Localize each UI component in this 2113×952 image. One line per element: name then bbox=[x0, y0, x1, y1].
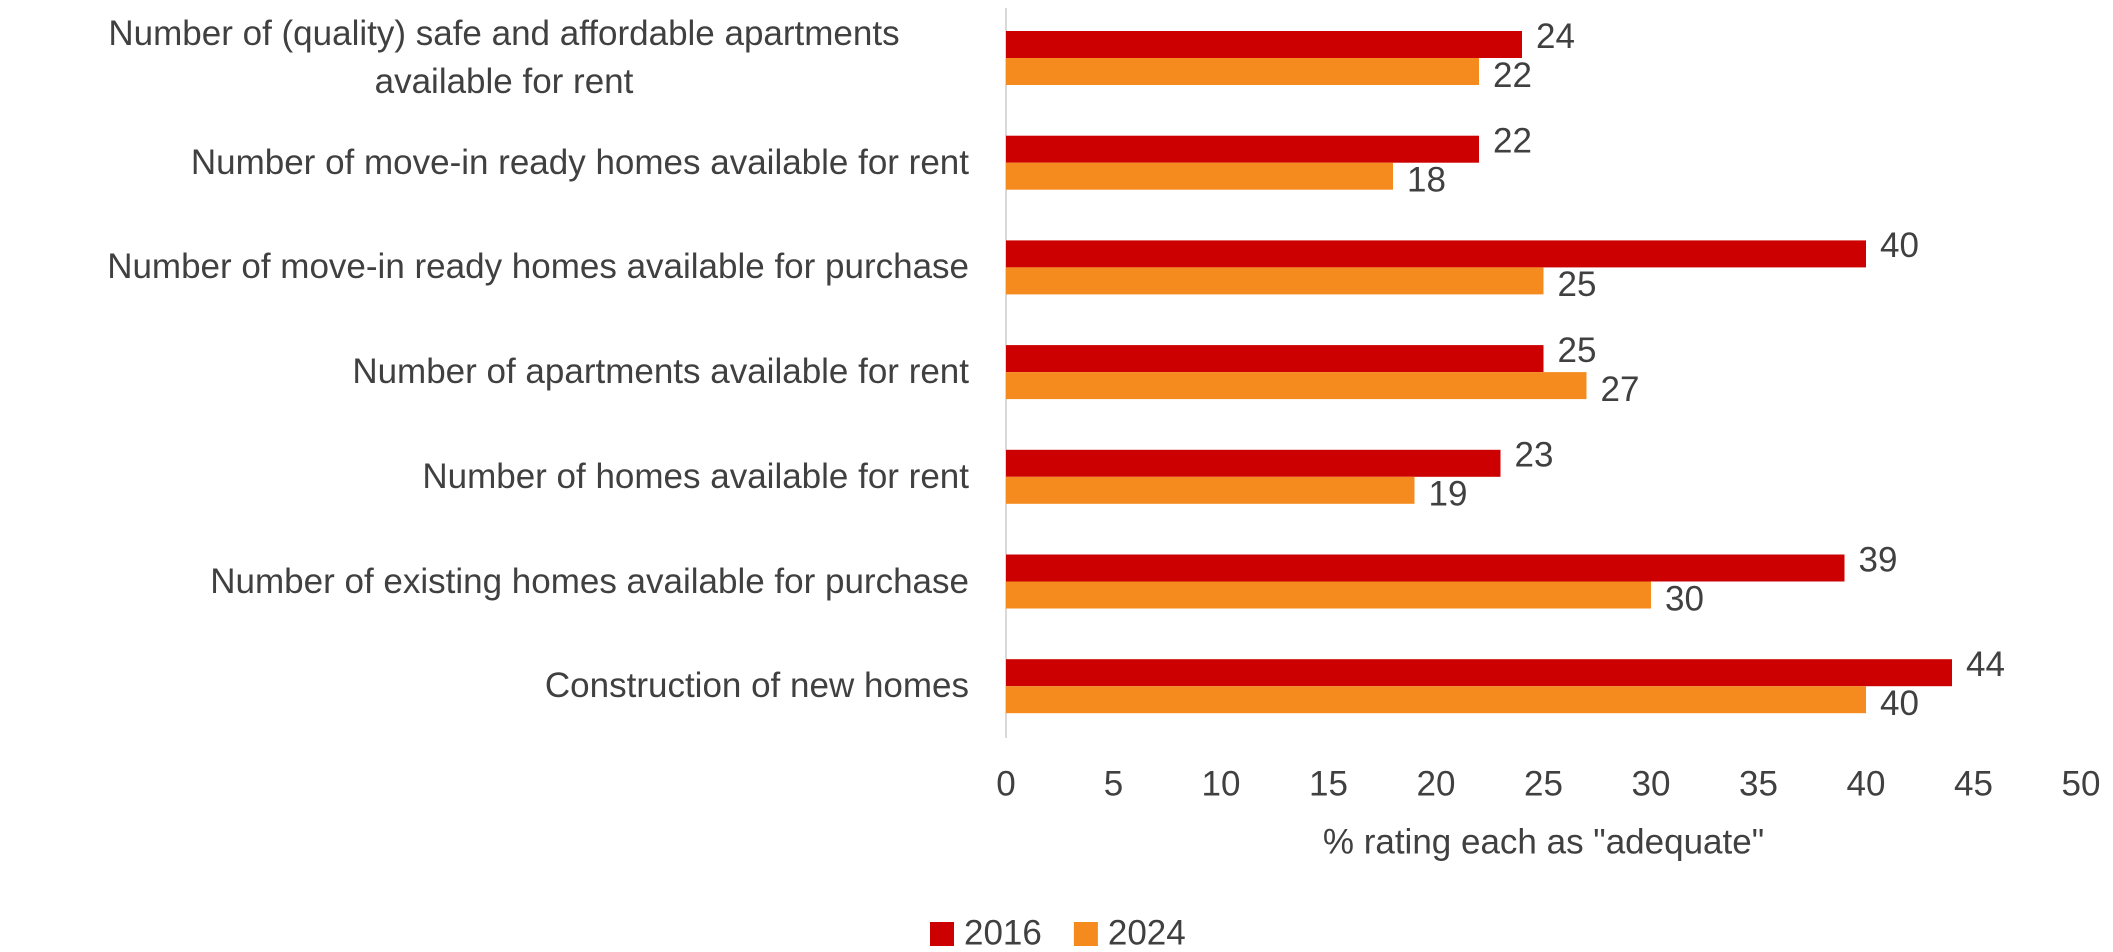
bar bbox=[1006, 554, 1845, 582]
x-tick-label: 15 bbox=[1309, 764, 1348, 803]
data-label: 23 bbox=[1515, 436, 1554, 475]
bar bbox=[1006, 686, 1866, 714]
bar bbox=[1006, 58, 1479, 85]
data-label: 30 bbox=[1665, 579, 1704, 618]
bar bbox=[1006, 31, 1522, 58]
category-label: Number of move-in ready homes available … bbox=[190, 142, 969, 182]
x-tick-label: 20 bbox=[1417, 764, 1456, 803]
category-label: Number of (quality) safe and affordable … bbox=[108, 14, 900, 101]
data-label: 19 bbox=[1429, 475, 1468, 514]
data-label: 25 bbox=[1558, 265, 1597, 304]
category-label: Number of apartments available for rent bbox=[352, 352, 969, 392]
x-tick-label: 0 bbox=[996, 764, 1015, 803]
data-label: 40 bbox=[1880, 684, 1919, 723]
legend-label: 2024 bbox=[1108, 913, 1186, 952]
x-tick-label: 45 bbox=[1954, 764, 1993, 803]
data-label: 39 bbox=[1859, 540, 1898, 579]
bar bbox=[1006, 476, 1415, 504]
bar bbox=[1006, 240, 1866, 268]
data-label: 22 bbox=[1493, 121, 1532, 160]
category-label: Number of homes available for rent bbox=[422, 456, 969, 496]
x-tick-label: 35 bbox=[1739, 764, 1778, 803]
x-tick-label: 10 bbox=[1202, 764, 1241, 803]
data-label: 22 bbox=[1493, 56, 1532, 95]
x-tick-label: 50 bbox=[2062, 764, 2101, 803]
data-label: 18 bbox=[1407, 160, 1446, 199]
legend-swatch bbox=[930, 922, 954, 946]
x-tick-label: 5 bbox=[1104, 764, 1123, 803]
bar bbox=[1006, 449, 1501, 477]
data-label: 40 bbox=[1880, 226, 1919, 265]
bar bbox=[1006, 162, 1393, 190]
legend-label: 2016 bbox=[964, 913, 1042, 952]
bar bbox=[1006, 345, 1544, 373]
category-label: Construction of new homes bbox=[544, 666, 969, 706]
bar bbox=[1006, 581, 1651, 609]
x-tick-label: 30 bbox=[1632, 764, 1671, 803]
bar bbox=[1006, 659, 1952, 687]
data-label: 27 bbox=[1601, 370, 1640, 409]
category-label: Number of existing homes available for p… bbox=[210, 561, 969, 601]
bar bbox=[1006, 267, 1544, 295]
bar bbox=[1006, 135, 1479, 163]
x-tick-label: 40 bbox=[1847, 764, 1886, 803]
x-axis-label: % rating each as "adequate" bbox=[1323, 822, 1764, 861]
data-label: 25 bbox=[1558, 331, 1597, 370]
legend-swatch bbox=[1073, 922, 1098, 946]
category-label: Number of move-in ready homes available … bbox=[107, 247, 969, 287]
bar bbox=[1006, 372, 1587, 400]
data-label: 24 bbox=[1536, 17, 1575, 56]
x-tick-label: 25 bbox=[1524, 764, 1563, 803]
data-label: 44 bbox=[1966, 645, 2005, 684]
